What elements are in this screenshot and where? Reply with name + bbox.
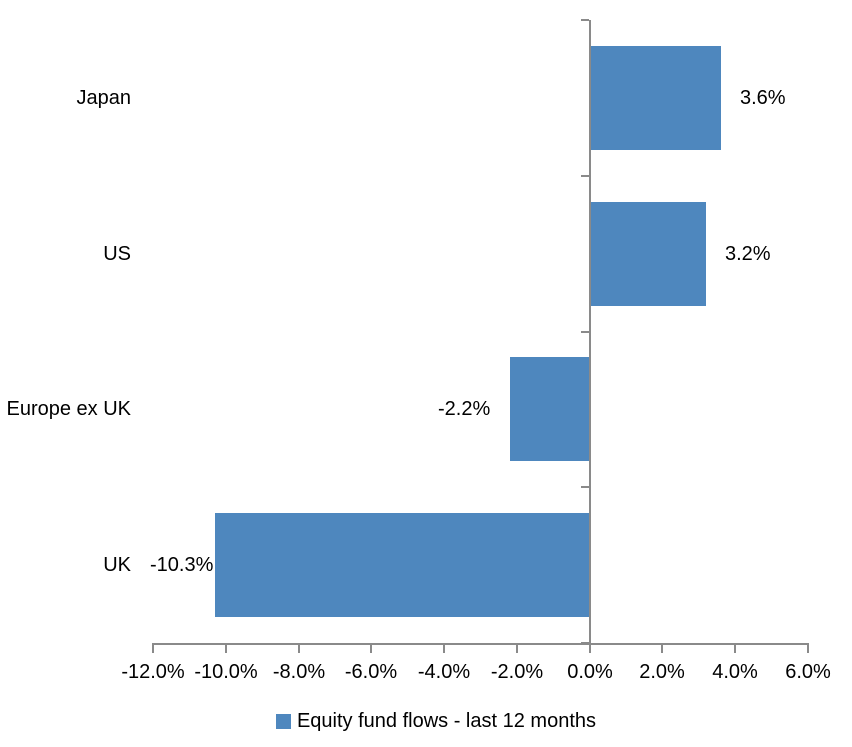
bar <box>589 202 707 306</box>
value-axis-tick-label: 0.0% <box>567 661 613 683</box>
value-axis-tick <box>734 645 736 653</box>
legend-label: Equity fund flows - last 12 months <box>296 710 597 732</box>
value-axis-tick <box>661 645 663 653</box>
value-axis-tick-label: -8.0% <box>272 661 326 683</box>
category-label: UK <box>103 554 131 576</box>
value-axis-tick-label: -2.0% <box>490 661 544 683</box>
value-axis-line <box>152 643 809 645</box>
value-axis-tick-label: 2.0% <box>639 661 685 683</box>
data-label: 3.2% <box>725 243 771 265</box>
value-axis-zero-line <box>589 20 591 645</box>
data-label: -10.3% <box>150 554 214 576</box>
value-axis-tick-label: -10.0% <box>194 661 258 683</box>
data-label: 3.6% <box>740 87 786 109</box>
bar <box>589 46 721 150</box>
value-axis-tick-label: 4.0% <box>712 661 758 683</box>
value-axis-tick <box>807 645 809 653</box>
bar <box>509 357 590 461</box>
value-axis-tick-label: -4.0% <box>417 661 471 683</box>
value-axis-tick <box>589 645 591 653</box>
value-axis-tick <box>298 645 300 653</box>
value-axis-tick-label: -12.0% <box>121 661 185 683</box>
value-axis-tick <box>225 645 227 653</box>
category-label: Europe ex UK <box>6 398 131 420</box>
category-axis-tick <box>581 19 589 21</box>
value-axis-tick <box>370 645 372 653</box>
value-axis-tick-label: -6.0% <box>344 661 398 683</box>
category-axis-tick <box>581 331 589 333</box>
bar <box>214 513 590 617</box>
category-label: Japan <box>76 87 132 109</box>
legend-marker-icon <box>275 713 291 729</box>
legend: Equity fund flows - last 12 months <box>0 709 852 733</box>
legend-entry: Equity fund flows - last 12 months <box>275 709 597 733</box>
value-axis-tick <box>516 645 518 653</box>
category-axis-tick <box>581 175 589 177</box>
data-label: -2.2% <box>438 398 491 420</box>
category-axis-tick <box>581 486 589 488</box>
value-axis-tick <box>152 645 154 653</box>
value-axis-tick <box>443 645 445 653</box>
value-axis-tick-label: 6.0% <box>785 661 831 683</box>
category-label: US <box>103 243 131 265</box>
